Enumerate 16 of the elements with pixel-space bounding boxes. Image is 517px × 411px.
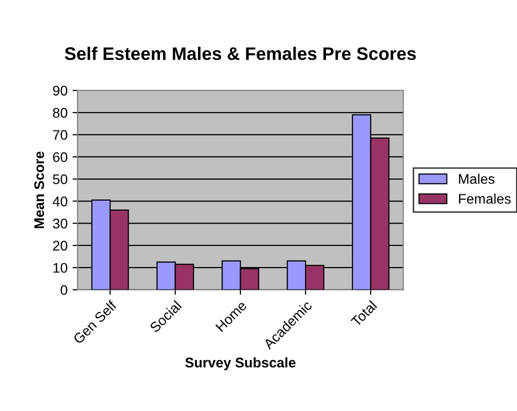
x-tick-label: Gen Self xyxy=(72,299,118,344)
legend-label: Males xyxy=(459,174,494,184)
y-tick-label: 90 xyxy=(53,86,68,96)
y-tick-label: 40 xyxy=(52,196,68,206)
y-tick-label: 0 xyxy=(60,285,68,295)
y-tick-label: 20 xyxy=(53,240,68,251)
y-tick-label: 60 xyxy=(53,152,68,162)
y-tick-label: 80 xyxy=(52,108,68,118)
y-tick-label: 30 xyxy=(52,218,68,228)
x-axis-title: Survey Subscale xyxy=(185,357,296,370)
y-tick-label: 10 xyxy=(53,262,68,273)
chart-title: Self Esteem Males & Females Pre Scores xyxy=(64,46,416,60)
y-axis-title: Mean Score xyxy=(34,152,44,228)
y-tick-label: 70 xyxy=(53,130,68,140)
y-tick-label: 50 xyxy=(52,174,68,184)
legend-label: Females xyxy=(459,194,511,204)
